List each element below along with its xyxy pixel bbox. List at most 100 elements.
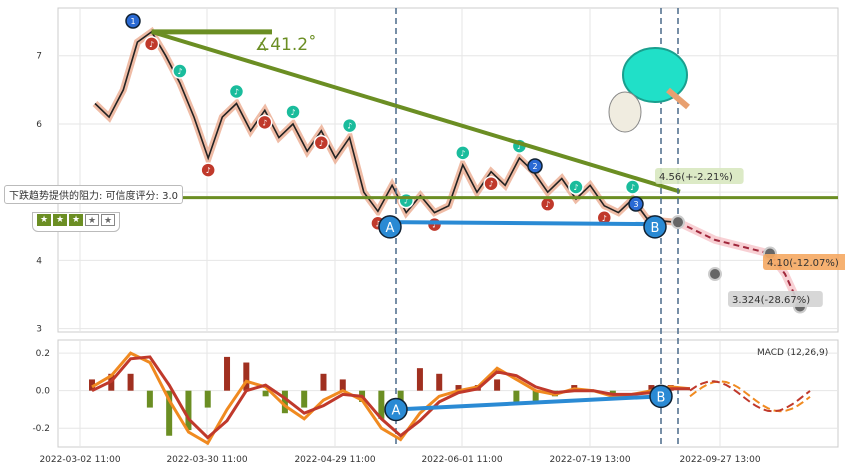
macd-point-b-label: B [657,390,666,405]
point-b-marker [643,215,667,239]
macd-histogram-bar [320,373,327,391]
wave-point-marker [568,179,584,195]
point-b-marker-label: B [651,221,660,236]
x-tick-label: 2022-06-01 11:00 [421,455,502,465]
wave-number-marker [125,13,141,29]
price-y-tick: 3 [36,325,42,335]
wave-point-glyph: ♪ [234,87,239,96]
wave-point-glyph: ♪ [460,149,465,158]
forecast-line [677,221,801,307]
signal-projection [689,380,811,413]
annotation-box [763,254,845,270]
down-trendline [151,29,681,194]
macd-histogram-bar [648,385,655,391]
macd-histogram-bar [455,385,462,391]
price-y-tick: 6 [36,120,42,130]
wave-point-marker [313,135,330,151]
wave-point-marker [172,63,188,79]
wave-point-glyph: ♪ [489,180,494,189]
wave-point-glyph: ♪ [262,118,267,127]
rating-star-icon: ★ [101,214,115,226]
wave-point-glyph: ♪ [602,214,607,223]
rating-star-icon: ★ [53,214,67,226]
macd-histogram-bar [262,390,269,397]
wave-point-glyph: ♪ [545,200,550,209]
macd-histogram-bar [494,379,501,391]
wave-number-label: 3 [633,200,638,209]
x-tick-label: 2022-03-02 11:00 [39,455,120,465]
macd-projection [689,380,811,413]
wave-point-glyph: ♪ [347,122,352,131]
annotation-text: 3.324(-28.67%) [732,295,810,306]
paddle-icon [622,47,688,103]
macd-histogram-bar [185,390,192,431]
macd-legend: MACD (12,26,9) [757,348,828,358]
rating-star-icon: ★ [85,214,99,226]
macd-y-tick: 0.0 [36,387,51,397]
macd-histogram-bar [532,390,539,402]
macd-series: AB [89,351,811,446]
point-a-marker [378,215,402,239]
price-y-tick: 4 [36,256,42,266]
wave-point-marker [624,179,641,195]
resistance-label: 下跌趋势提供的阻力: 可信度评分: 3.0 [4,185,183,204]
rating-star-icon: ★ [37,214,51,226]
macd-histogram-bar [166,390,173,436]
wave-point-glyph: ♪ [375,219,380,228]
macd-histogram-bar [339,379,346,391]
macd-histogram-bar [436,373,443,391]
wave-point-marker [228,83,245,100]
macd-histogram-bar [281,390,288,414]
macd-panel-frame [57,339,839,448]
mascot-icon [608,91,642,133]
macd-point-a-label: A [392,403,401,418]
wave-point-marker [200,162,216,178]
wave-number-marker [628,196,644,212]
macd-histogram-bar [127,373,134,391]
wave-point-glyph: ♪ [290,108,295,117]
macd-point-b [649,384,673,409]
wave-point-glyph: ♪ [149,40,154,49]
macd-histogram-bar [416,368,423,391]
price-panel-frame [57,7,839,333]
wave-point-glyph: ♪ [517,142,522,151]
macd-histogram-bar [224,356,231,391]
macd-histogram-bar [204,390,211,408]
price-y-tick: 7 [36,52,42,62]
forecast-point [708,267,722,282]
macd-divergence-line [395,394,662,412]
wave-point-glyph: ♪ [206,166,211,175]
x-tick-label: 2022-04-29 11:00 [294,455,375,465]
wave-point-marker [143,36,160,52]
wave-point-marker [483,175,499,192]
angle-label: ∡41.2˚ [255,34,317,55]
wave-point-marker [285,104,301,120]
wave-number-label: 1 [130,17,135,26]
annotation-box [655,168,744,184]
macd-y-tick: 0.2 [36,349,50,359]
wave-number-marker [527,158,543,174]
macd-histogram-bar [378,390,385,419]
rating-stars: ★ ★ ★ ★ ★ [32,212,120,232]
paddle-handle-icon [666,87,690,110]
wave-point-marker [341,117,358,134]
macd-histogram-bar [397,390,404,402]
wave-number-label: 2 [532,162,537,171]
wave-point-glyph: ♪ [630,183,635,192]
wave-point-glyph: ♪ [432,221,437,230]
macd-histogram-bar [146,390,153,408]
point-a-marker-label: A [386,221,395,236]
wave-point-marker [257,114,273,131]
x-tick-label: 2022-03-30 11:00 [166,455,247,465]
macd-point-a [384,397,408,422]
x-tick-label: 2022-07-19 13:00 [549,455,630,465]
support-line-ab [389,220,656,227]
x-tick-label: 2022-09-27 13:00 [679,455,760,465]
wave-point-glyph: ♪ [404,197,409,206]
forecast-point [671,215,685,230]
annotation-box [728,291,823,307]
wave-point-glyph: ♪ [573,183,578,192]
wave-point-marker [455,145,471,161]
